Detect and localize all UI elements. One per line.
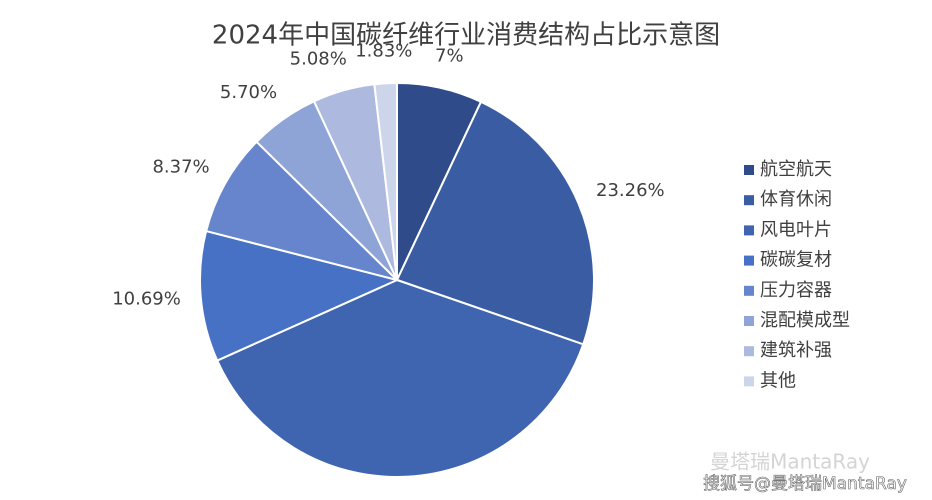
data-label: 5.08% [290, 49, 347, 70]
legend-swatch [744, 346, 754, 357]
legend-swatch [744, 195, 754, 206]
legend-label: 碳碳复材 [760, 250, 832, 271]
legend-swatch [744, 225, 754, 236]
legend-label: 建筑补强 [760, 340, 832, 361]
legend-swatch [744, 285, 754, 296]
data-label: 37.96% [373, 498, 442, 500]
pie-slice [204, 140, 401, 282]
watermark: 搜狐号@曼塔瑞MantaRay [703, 474, 907, 494]
data-label: 23.26% [596, 180, 665, 201]
legend-label: 混配模成型 [760, 310, 850, 331]
legend-label: 其他 [760, 370, 796, 391]
legend-label: 压力容器 [760, 280, 832, 301]
legend-swatch [744, 255, 754, 266]
legend-label: 风电叶片 [760, 219, 832, 240]
legend-label: 航空航天 [760, 159, 832, 180]
pie-slice [373, 81, 398, 281]
data-label: 10.69% [112, 288, 181, 309]
watermark: 曼塔瑞MantaRay [710, 450, 870, 474]
data-label: 1.83% [355, 40, 412, 61]
chart-title: 2024年中国碳纤维行业消费结构占比示意图 [212, 21, 720, 51]
data-label: 7% [435, 46, 464, 67]
legend-swatch [744, 165, 754, 175]
pie-slice [199, 229, 401, 362]
legend-label: 体育休闲 [760, 189, 832, 210]
pie-slice [215, 278, 585, 478]
legend-swatch [744, 316, 754, 326]
data-label: 8.37% [152, 156, 209, 177]
legend-swatch [744, 376, 754, 387]
pie-slice [395, 100, 595, 346]
data-label: 5.70% [220, 82, 277, 103]
